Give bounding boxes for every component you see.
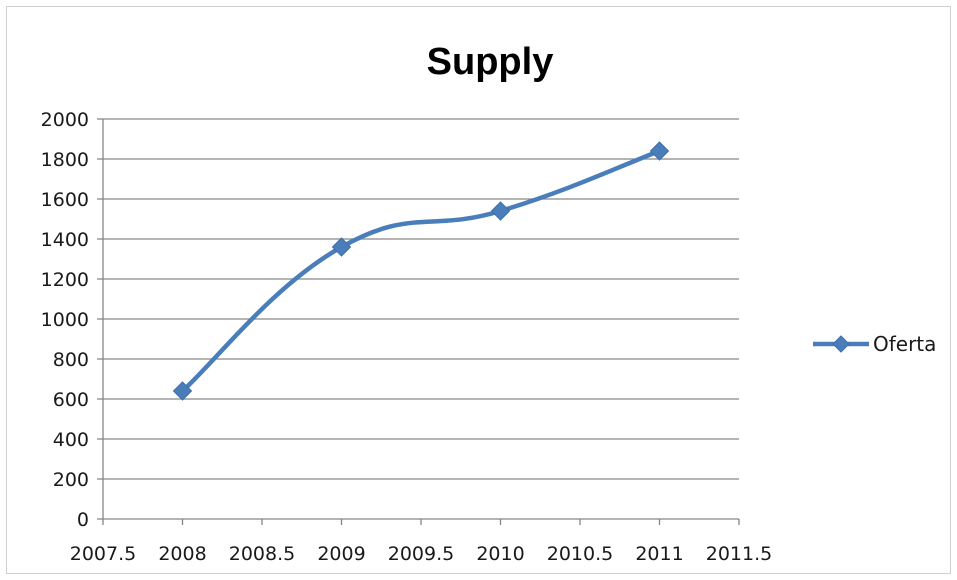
y-tick-label: 1000 (41, 309, 89, 331)
legend-marker-swatch (832, 335, 850, 353)
data-point-marker (490, 201, 511, 221)
x-tick-label: 2009 (317, 543, 365, 565)
series-oferta (172, 141, 670, 401)
chart-title: Supply (427, 41, 554, 83)
y-tick-label: 1400 (41, 229, 89, 251)
gridlines (103, 118, 739, 480)
x-tick-label: 2008 (158, 543, 206, 565)
x-tick-label: 2010.5 (547, 543, 613, 565)
x-tick-label: 2007.5 (70, 543, 136, 565)
legend: Oferta (813, 332, 936, 356)
y-tick-label: 400 (53, 429, 89, 451)
x-tick-label: 2011.5 (706, 543, 772, 565)
legend-label: Oferta (873, 332, 936, 356)
y-tick-label: 200 (53, 469, 89, 491)
y-tick-label: 600 (53, 389, 89, 411)
y-tick-label: 0 (77, 509, 89, 531)
x-tick-label: 2011 (635, 543, 683, 565)
chart-container: Supply 0 200 400 600 800 1000 1200 1400 1600 1800… (6, 6, 951, 574)
y-tick-label: 1600 (41, 189, 89, 211)
x-tick-label: 2010 (476, 543, 524, 565)
series-line (180, 148, 662, 394)
data-point-marker (331, 237, 352, 257)
y-tick-label: 1200 (41, 269, 89, 291)
y-tick-label: 1800 (41, 149, 89, 171)
axes: 0 200 400 600 800 1000 1200 1400 1600 1800 2000 200… (41, 109, 773, 565)
x-tick-label: 2009.5 (388, 543, 454, 565)
x-tick-label: 2008.5 (229, 543, 295, 565)
data-point-marker (649, 141, 670, 161)
chart-svg: Supply 0 200 400 600 800 1000 1200 1400 1600 1800… (41, 41, 937, 565)
y-tick-label: 800 (53, 349, 89, 371)
y-tick-label: 2000 (41, 109, 89, 131)
data-point-marker (172, 381, 193, 401)
